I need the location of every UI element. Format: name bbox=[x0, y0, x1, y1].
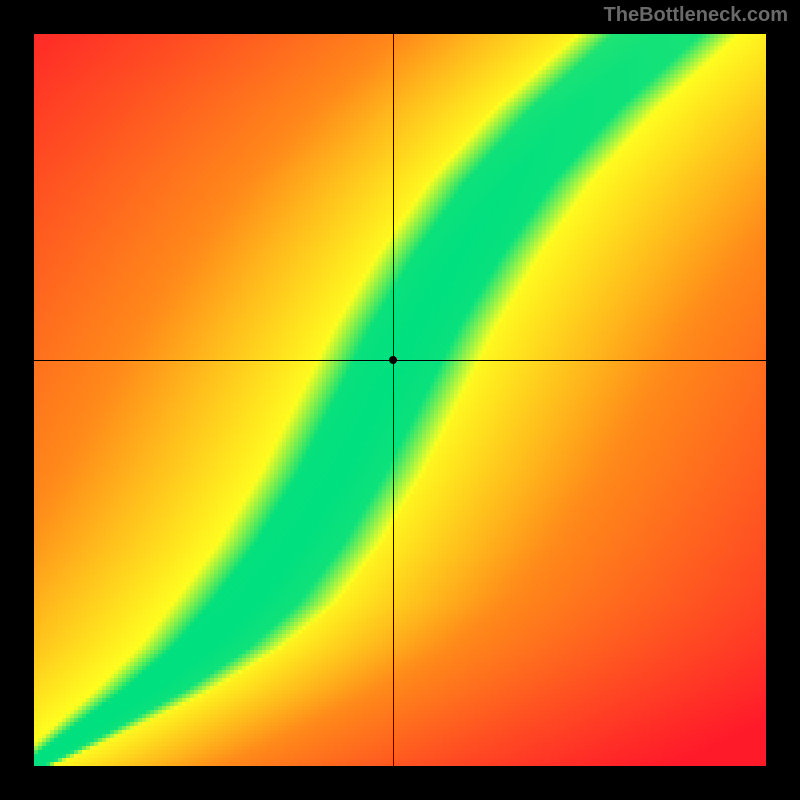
crosshair-marker-dot bbox=[389, 356, 397, 364]
plot-area bbox=[34, 34, 766, 766]
crosshair-horizontal bbox=[34, 360, 766, 361]
chart-container: TheBottleneck.com bbox=[0, 0, 800, 800]
heatmap-canvas bbox=[34, 34, 766, 766]
crosshair-vertical bbox=[393, 34, 394, 766]
watermark-text: TheBottleneck.com bbox=[604, 4, 788, 27]
